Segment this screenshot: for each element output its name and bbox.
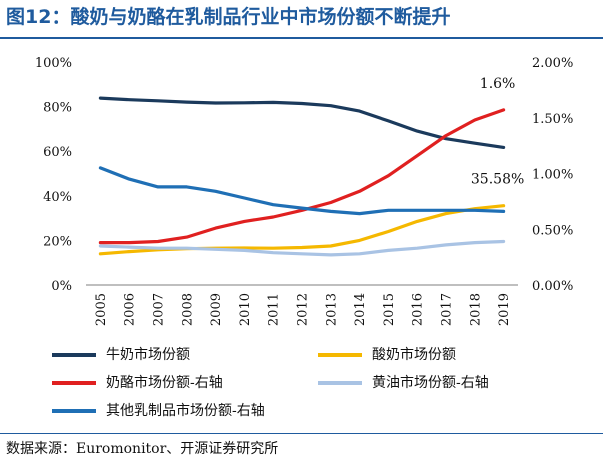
right-axis-tick-label: 0.00% — [532, 279, 573, 294]
x-axis-tick-label: 2012 — [296, 293, 311, 326]
legend-swatch-cheese — [52, 381, 96, 385]
right-axis-tick-label: 1.50% — [532, 112, 573, 127]
x-axis-tick-label: 2006 — [123, 293, 138, 326]
x-axis-tick-label: 2007 — [152, 293, 167, 326]
left-axis-tick-label: 40% — [43, 190, 72, 205]
source-note: 数据来源：Euromonitor、开源证券研究所 — [6, 441, 279, 457]
legend-item-cheese: 奶酪市场份额-右轴 — [52, 372, 223, 394]
chart-title: 图12：酸奶与奶酪在乳制品行业中市场份额不断提升 — [6, 6, 451, 28]
right-axis-tick-label: 0.50% — [532, 223, 573, 238]
left-axis-tick-label: 0% — [51, 279, 72, 294]
title-rule — [0, 37, 603, 39]
series-line — [98, 166, 506, 216]
legend-item-butter: 黄油市场份额-右轴 — [318, 372, 489, 394]
legend-item-milk: 牛奶市场份额 — [52, 344, 190, 366]
source-rule — [0, 433, 603, 434]
legend-swatch-other — [52, 409, 96, 413]
series-line — [98, 239, 506, 257]
x-axis-tick-label: 2008 — [180, 293, 195, 326]
series-line — [98, 96, 506, 150]
legend-label-milk: 牛奶市场份额 — [106, 347, 190, 363]
legend-label-cheese: 奶酪市场份额-右轴 — [106, 375, 223, 391]
left-axis-tick-label: 20% — [43, 234, 72, 249]
x-axis-tick-label: 2017 — [440, 293, 455, 326]
left-axis-tick-label: 100% — [35, 56, 72, 71]
x-axis-tick-label: 2005 — [94, 293, 109, 326]
right-axis-tick-label: 2.00% — [532, 56, 573, 71]
legend-swatch-milk — [52, 353, 96, 357]
x-axis-tick-label: 2019 — [497, 293, 512, 326]
x-axis-tick-label: 2015 — [382, 293, 397, 326]
x-axis-tick-label: 2018 — [468, 293, 483, 326]
right-axis-tick-label: 1.00% — [532, 168, 573, 183]
legend-label-butter: 黄油市场份额-右轴 — [372, 375, 489, 391]
x-axis-tick-label: 2011 — [267, 293, 282, 326]
legend: 牛奶市场份额 酸奶市场份额 奶酪市场份额-右轴 黄油市场份额-右轴 其他乳制品市… — [0, 338, 603, 430]
legend-label-other: 其他乳制品市场份额-右轴 — [106, 403, 265, 419]
legend-item-other: 其他乳制品市场份额-右轴 — [52, 400, 265, 422]
x-axis-tick-label: 2013 — [324, 293, 339, 326]
x-axis-tick-label: 2009 — [209, 293, 224, 326]
legend-label-yogurt: 酸奶市场份额 — [372, 347, 456, 363]
x-axis-tick-label: 2010 — [238, 293, 253, 326]
data-label: 35.58% — [471, 172, 524, 188]
line-chart: 0% 20% 40% 60% 80% 100% 0.00% 0.50% 1.00% 1.50% 2.… — [35, 56, 573, 326]
data-label: 1.6% — [480, 76, 516, 92]
legend-swatch-butter — [318, 381, 362, 385]
left-axis-tick-label: 80% — [43, 101, 72, 116]
series-line — [98, 108, 506, 245]
legend-item-yogurt: 酸奶市场份额 — [318, 344, 456, 366]
left-axis-tick-label: 60% — [43, 145, 72, 160]
x-axis-tick-label: 2014 — [353, 293, 368, 326]
x-axis-tick-label: 2016 — [411, 293, 426, 326]
legend-swatch-yogurt — [318, 353, 362, 357]
